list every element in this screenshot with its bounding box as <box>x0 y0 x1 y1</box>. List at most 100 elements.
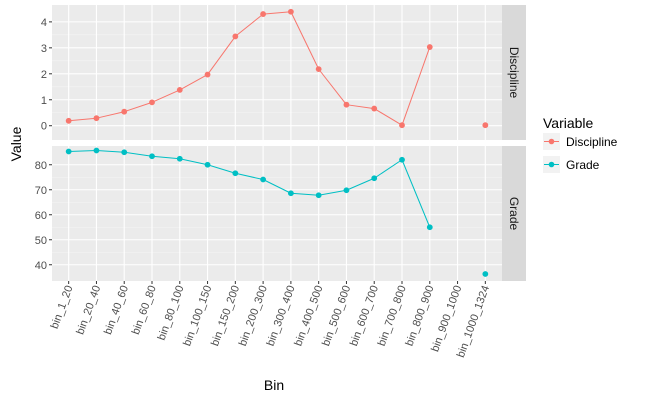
y-tick-label: 60 <box>35 210 47 222</box>
legend-label-discipline: Discipline <box>566 135 618 149</box>
panel-background-grade <box>52 146 502 281</box>
data-point-discipline <box>204 71 211 78</box>
data-point-discipline <box>343 101 350 108</box>
y-tick-label: 50 <box>35 235 47 247</box>
series-segment <box>179 74 208 91</box>
strip-grade <box>502 146 526 281</box>
y-tick-label: 1 <box>41 95 47 107</box>
y-tick-label: 40 <box>35 260 47 272</box>
data-point-discipline <box>176 86 183 93</box>
strip-label-grade: Grade <box>507 197 521 231</box>
data-point-grade <box>399 156 405 163</box>
series-segment <box>68 150 97 152</box>
data-point-grade <box>315 192 322 199</box>
data-point-grade <box>232 170 239 177</box>
x-tick-label: bin_300_400 <box>265 284 298 348</box>
legend-entry-grade: Grade <box>543 156 600 173</box>
data-point-grade <box>149 153 155 160</box>
data-point-grade <box>176 155 183 162</box>
data-point-grade <box>371 175 378 182</box>
series-segment <box>151 155 180 160</box>
panel-background-discipline <box>52 5 502 140</box>
x-tick-label: bin_150_200 <box>209 284 242 348</box>
x-tick-label: bin_60_80 <box>130 284 159 336</box>
y-tick-label: 0 <box>41 121 47 133</box>
series-discipline <box>65 8 489 129</box>
data-point-discipline <box>232 33 239 40</box>
data-point-grade <box>343 187 350 194</box>
series-segment <box>179 158 208 166</box>
panel-discipline: 0 1 2 3 4 Discipline <box>41 5 526 140</box>
data-point-discipline <box>121 108 128 115</box>
series-segment <box>290 192 319 196</box>
data-point-grade <box>121 149 128 156</box>
series-segment <box>401 159 431 228</box>
data-point-grade <box>204 161 211 168</box>
strip-discipline <box>502 5 526 140</box>
data-point-discipline <box>482 122 489 129</box>
x-tick-label: bin_700_800 <box>376 284 409 348</box>
panel-grade: 40 50 60 70 80 Grade <box>35 146 526 281</box>
series-segment <box>346 177 375 191</box>
y-axis-title: Value <box>8 126 24 161</box>
y-tick-label: 70 <box>35 185 47 197</box>
series-segment <box>263 11 291 15</box>
series-segment <box>235 172 264 180</box>
data-point-grade <box>482 271 489 277</box>
series-segment <box>373 159 403 179</box>
series-segment <box>290 11 320 70</box>
data-point-discipline <box>315 66 322 73</box>
data-point-discipline <box>426 44 433 50</box>
data-point-grade <box>426 224 433 231</box>
data-point-grade <box>65 148 72 155</box>
x-tick-label: bin_1_20 <box>49 284 76 331</box>
series-segment <box>207 36 236 75</box>
x-tick-label: bin_800_900 <box>404 284 437 348</box>
series-segment <box>373 108 403 126</box>
data-point-grade <box>287 190 294 197</box>
legend: Variable Discipline Grade <box>543 115 618 173</box>
data-point-discipline <box>399 122 405 129</box>
legend-title: Variable <box>543 115 594 131</box>
x-tick-label: bin_80_100 <box>156 284 187 342</box>
series-segment <box>346 104 375 110</box>
series-segment <box>124 101 153 113</box>
legend-label-grade: Grade <box>566 158 600 172</box>
series-segment <box>318 189 347 196</box>
series-segment <box>401 46 431 126</box>
data-point-discipline <box>260 11 267 17</box>
y-tick-label: 2 <box>41 69 47 81</box>
series-segment <box>124 151 153 157</box>
x-tick-label: bin_20_40 <box>74 284 103 336</box>
legend-key-point-discipline <box>548 138 555 145</box>
series-segment <box>96 111 125 119</box>
x-tick-labels: bin_1_20bin_20_40bin_40_60bin_60_80bin_8… <box>49 281 492 359</box>
data-point-discipline <box>65 117 72 124</box>
data-point-discipline <box>149 99 155 106</box>
series-segment <box>318 68 347 106</box>
series-grade <box>65 147 489 277</box>
x-tick-label: bin_200_300 <box>237 284 270 348</box>
x-axis-title: Bin <box>264 377 284 393</box>
x-tick-label: bin_500_600 <box>320 284 353 348</box>
x-tick-label: bin_100_150 <box>181 284 214 348</box>
series-segment <box>235 13 264 37</box>
series-segment <box>262 179 292 194</box>
x-tick-label: bin_400_500 <box>292 284 325 348</box>
data-point-discipline <box>287 8 294 15</box>
data-point-grade <box>260 176 267 183</box>
strip-label-discipline: Discipline <box>507 47 521 99</box>
series-segment <box>207 164 236 174</box>
y-tick-label: 80 <box>35 160 47 172</box>
data-point-discipline <box>371 105 378 112</box>
y-tick-label: 4 <box>41 17 47 29</box>
series-segment <box>151 89 180 103</box>
x-tick-label: bin_600_700 <box>348 284 381 348</box>
x-tick-label: bin_40_60 <box>102 284 131 336</box>
series-segment <box>96 150 125 153</box>
legend-key-point-grade <box>548 161 555 168</box>
data-point-discipline <box>93 115 100 122</box>
panels-layer: 0 1 2 3 4 Discipline 40 50 60 70 80 Grade <box>35 5 526 281</box>
data-point-grade <box>93 147 100 154</box>
